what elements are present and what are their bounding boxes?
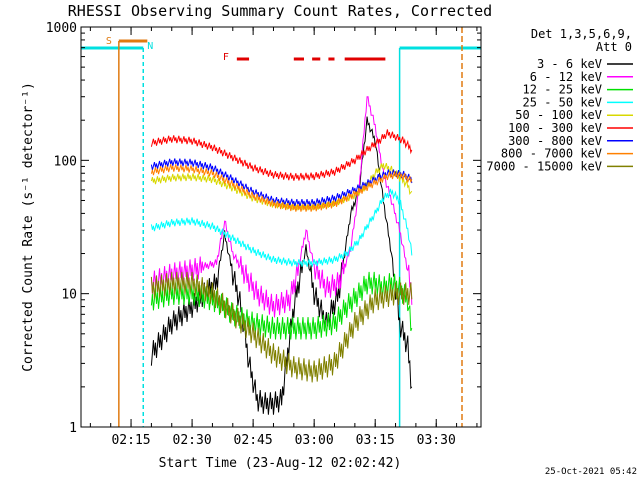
axes: 1 10 100 1000 02:15 02:30 02:45 03:00 03:15 03:30 — [46, 21, 482, 448]
legend-label-6: 300 - 800 keV — [508, 134, 602, 148]
series-line-3 — [150, 188, 413, 267]
legend-title-line1: Det 1,3,5,6,9, — [531, 27, 632, 41]
series-line-8 — [150, 271, 413, 383]
y-tick-label: 10 — [61, 288, 77, 303]
x-tick-label: 02:15 — [111, 433, 150, 448]
series-line-1 — [150, 96, 413, 318]
x-tick-label: 03:15 — [356, 433, 395, 448]
chart-title: RHESSI Observing Summary Count Rates, Co… — [68, 2, 492, 20]
legend-label-8: 7000 - 15000 keV — [486, 159, 602, 173]
legend-label-1: 6 - 12 keV — [530, 70, 602, 84]
y-tick-label: 1000 — [46, 21, 77, 36]
series-line-6 — [150, 158, 413, 207]
series-line-7 — [150, 164, 413, 212]
flag-f-label: F — [223, 52, 229, 63]
series-lines — [150, 96, 413, 415]
flag-s-label: S — [106, 36, 112, 47]
y-tick-label: 1 — [69, 421, 77, 436]
flag-n-label: N — [147, 41, 153, 52]
legend-label-7: 800 - 7000 keV — [501, 147, 602, 161]
x-axis-label: Start Time (23-Aug-12 02:02:42) — [159, 456, 402, 471]
plot-frame — [80, 26, 482, 428]
y-axis-label: Corrected Count Rate (s⁻¹ detector⁻¹) — [21, 82, 36, 372]
footer-date: 25-Oct-2021 05:42 — [545, 467, 637, 477]
x-tick-label: 02:30 — [173, 433, 212, 448]
series-line-2 — [150, 271, 413, 340]
legend-label-3: 25 - 50 keV — [523, 95, 602, 109]
legend-label-2: 12 - 25 keV — [523, 83, 602, 97]
legend-label-0: 3 - 6 keV — [537, 57, 602, 71]
series-line-0 — [150, 116, 413, 415]
x-tick-label: 03:30 — [417, 433, 456, 448]
attenuator-flags: N S F — [81, 27, 481, 427]
legend-label-4: 50 - 100 keV — [515, 108, 602, 122]
legend-title-line2: Att 0 — [596, 40, 632, 54]
legend-label-5: 100 - 300 keV — [508, 121, 602, 135]
series-line-5 — [150, 129, 413, 181]
y-tick-label: 100 — [54, 154, 77, 169]
x-tick-label: 03:00 — [295, 433, 334, 448]
x-tick-label: 02:45 — [234, 433, 273, 448]
